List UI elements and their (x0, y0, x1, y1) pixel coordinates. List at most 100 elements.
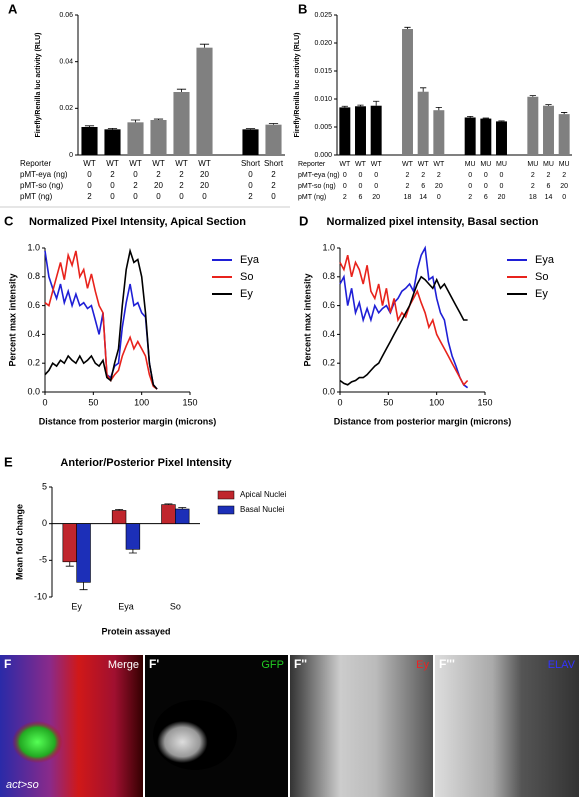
table-cell: 2 (343, 194, 347, 201)
y-tick-label: -10 (34, 591, 47, 601)
bar (125, 523, 141, 550)
y-tick-label: 0 (69, 152, 73, 159)
bar (496, 121, 507, 155)
y-tick-label: 0.005 (314, 124, 332, 131)
y-tick-label: 1.0 (27, 242, 40, 252)
table-cell: 2 (156, 170, 161, 179)
y-tick-label: 0.06 (59, 12, 73, 19)
y-tick-label: 1.0 (322, 242, 335, 252)
y-tick-label: 0.8 (27, 271, 40, 281)
y-tick-label: 0.0 (27, 386, 40, 396)
y-tick-label: 0 (42, 518, 47, 528)
table-cell: 2 (271, 170, 276, 179)
bar (355, 106, 366, 155)
table-cell: 2 (421, 172, 425, 179)
bar (81, 127, 98, 155)
table-cell: Short (264, 159, 284, 168)
legend-label: So (240, 271, 253, 283)
bar (127, 122, 144, 155)
table-cell: 0 (374, 183, 378, 190)
x-tick-label: 50 (383, 397, 393, 407)
elav-image (435, 655, 579, 797)
table-cell: 2 (468, 194, 472, 201)
y-tick-label: 0.04 (59, 59, 73, 66)
table-cell: WT (433, 161, 445, 168)
table-cell: 20 (435, 183, 443, 190)
table-cell: 0 (110, 181, 115, 190)
legend-label: Eya (535, 254, 555, 266)
table-cell: 2 (271, 181, 276, 190)
table-cell: MU (496, 161, 507, 168)
table-cell: 20 (154, 181, 163, 190)
bar (161, 504, 176, 524)
gfp-clone (8, 700, 92, 770)
bar (339, 107, 351, 155)
bar (558, 114, 570, 155)
error-bar (482, 117, 489, 119)
table-cell: WT (402, 161, 414, 168)
bar (242, 129, 259, 155)
error-bar (373, 100, 380, 106)
legend-label: Apical Nuclei (240, 490, 286, 499)
panel-letter: D (299, 213, 308, 228)
y-tick-label: 0.4 (27, 329, 40, 339)
table-cell: 0 (343, 183, 347, 190)
table-cell: 0 (156, 192, 161, 201)
table-row-label: pMT-eya (ng) (20, 170, 68, 179)
line (44, 250, 158, 390)
table-cell: 0 (437, 194, 441, 201)
y-tick-label: 0.4 (322, 329, 335, 339)
legend-label: So (535, 271, 548, 283)
y-tick-label: 0.02 (59, 105, 73, 112)
y-tick-label: 0.2 (27, 358, 40, 368)
table-cell: 6 (484, 194, 488, 201)
table-cell: 0 (343, 172, 347, 179)
table-cell: MU (480, 161, 491, 168)
table-cell: 0 (133, 192, 138, 201)
table-row-label: pMT-so (ng) (20, 181, 63, 190)
panel-label: Merge (108, 659, 139, 671)
table-cell: Short (241, 159, 261, 168)
table-cell: WT (339, 161, 351, 168)
error-bar (498, 120, 505, 122)
error-bar (79, 582, 88, 591)
x-axis-label: Distance from posterior margin (microns) (39, 416, 217, 426)
table-cell: 2 (87, 192, 92, 201)
table-cell: WT (129, 159, 142, 168)
gfp-clone (153, 700, 237, 770)
table-cell: 0 (110, 192, 115, 201)
legend-label: Eya (240, 254, 260, 266)
table-cell: 2 (406, 183, 410, 190)
bar (402, 29, 413, 155)
table-cell: 2 (133, 181, 138, 190)
bar (104, 129, 121, 155)
error-bar (545, 104, 552, 106)
chart-title: Normalized Pixel Intensity, Apical Secti… (29, 216, 246, 228)
bar (111, 510, 127, 524)
y-tick-label: 0.8 (322, 271, 335, 281)
bar (76, 523, 91, 583)
bar (150, 120, 167, 155)
bar (62, 523, 77, 563)
error-bar (341, 105, 348, 108)
table-cell: 2 (531, 172, 535, 179)
table-cell: WT (152, 159, 165, 168)
annotation: act>so (6, 779, 39, 791)
y-tick-label: 0.025 (314, 12, 332, 19)
panel-label: Ey (416, 659, 429, 671)
y-tick-label: 0.020 (314, 40, 332, 47)
error-bar (164, 503, 173, 505)
x-tick-label: 100 (134, 397, 149, 407)
table-row-label: pMT-so (ng) (298, 183, 336, 190)
error-bar (435, 107, 442, 111)
table-cell: 0 (468, 172, 472, 179)
panel-label: GFP (261, 659, 284, 671)
table-cell: 0 (484, 172, 488, 179)
legend-swatch (217, 490, 235, 500)
table-cell: 0 (133, 170, 138, 179)
y-tick-label: 0.0 (322, 386, 335, 396)
table-cell: 20 (560, 183, 568, 190)
table-cell: 18 (404, 194, 412, 201)
error-bar (107, 128, 118, 130)
